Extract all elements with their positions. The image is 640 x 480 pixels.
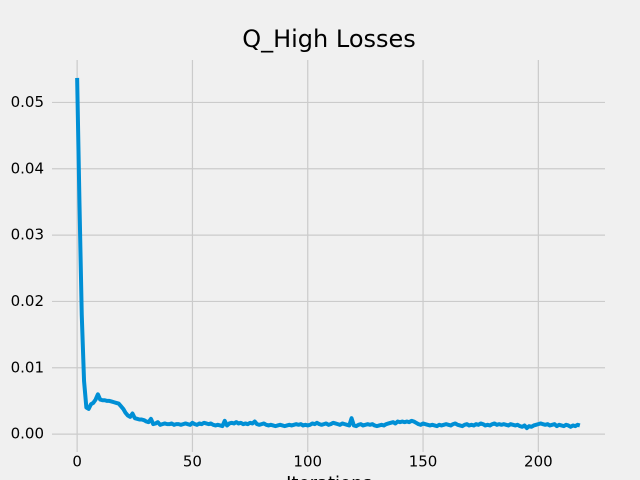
- y-tick-label: 0.04: [11, 159, 44, 177]
- y-tick-label: 0.01: [11, 358, 44, 376]
- chart-title: Q_High Losses: [242, 25, 416, 53]
- x-tick-label: 0: [72, 453, 82, 471]
- line: [75, 77, 581, 431]
- x-tick-label: 200: [524, 453, 553, 471]
- y-tick-label: 0.05: [11, 93, 44, 111]
- y-tick-label: 0.03: [11, 226, 44, 244]
- x-axis-label: Iterations: [286, 473, 372, 480]
- x-tick-label: 50: [183, 453, 202, 471]
- y-tick-label: 0.02: [11, 292, 44, 310]
- x-tick-label: 150: [409, 453, 438, 471]
- y-tick-label: 0.00: [11, 425, 44, 443]
- x-tick-label: 100: [293, 453, 322, 471]
